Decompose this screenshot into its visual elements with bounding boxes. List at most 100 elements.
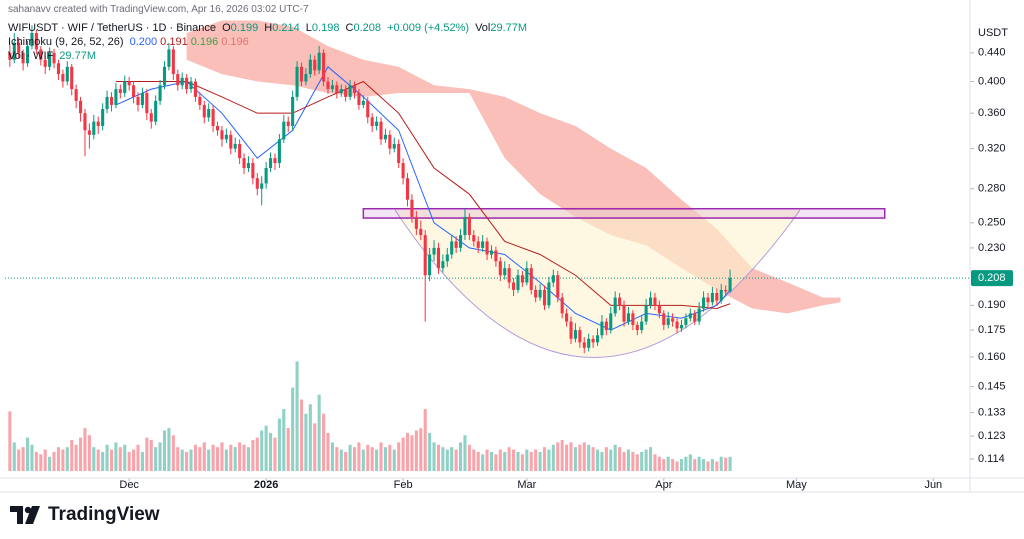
volume-bar [657,456,661,471]
volume-bar [127,451,131,471]
candle-body [322,52,326,82]
volume-bar [534,449,538,471]
volume-bar [118,447,122,471]
candle-body [591,338,595,343]
candle-body [308,59,312,75]
y-tick-label: 0.123 [978,430,1006,442]
candle-body [339,89,343,93]
candle-body [520,275,524,283]
volume-bar [123,444,127,471]
candle-body [286,121,290,126]
candle-body [445,254,449,262]
volume-bar [507,447,511,471]
volume-bar [383,447,387,471]
ohlc-value: 0.198 [311,22,340,34]
volume-bar [326,432,330,471]
candle-body [428,254,432,276]
volume-bar [21,447,25,471]
candle-body [251,163,255,179]
candle-body [547,282,551,306]
candle-body [162,66,167,86]
candle-body [410,199,414,217]
candle-body [352,85,357,93]
volume-bar [525,449,529,471]
candle-body [101,109,105,126]
candle-body [679,324,684,329]
candle-body [618,297,622,306]
volume-bar [70,440,74,471]
volume-bar [706,461,710,471]
volume-bar [114,442,118,471]
candle-body [273,158,277,164]
candle-body [379,121,383,140]
candle-body [370,117,374,126]
volume-bar [547,449,551,471]
volume-bar [405,432,410,471]
volume-bar [251,440,255,471]
ichimoku-value: 0.200 [129,36,158,48]
vol-key: Vol [475,22,491,34]
volume-bar [719,456,723,471]
candle-body [34,33,38,50]
candle-body [565,313,569,322]
volume-bar [436,444,441,471]
candle-body [560,297,564,314]
volume-bar [282,409,286,471]
price-label-box [971,270,1013,287]
candle-body [622,305,626,322]
ichimoku-row: Ichimoku (9, 26, 52, 26) 0.200 0.191 0.196… [8,35,527,49]
currency: USDT [978,27,1008,39]
ichimoku-value: 0.191 [160,36,188,48]
volume-value: 29.77M [59,50,96,62]
candle-body [330,85,334,90]
ichimoku-value: 0.196 [221,36,249,48]
volume-bar [414,430,418,471]
candle-body [109,96,114,105]
volume-bar [273,437,277,471]
candle-body [260,183,264,189]
volume-bar [109,449,114,471]
candle-body [295,66,299,97]
volume-row: Vol · WIF 29.77M [8,49,527,63]
candle-body [684,318,688,325]
volume-bar [503,451,507,471]
y-tick-label: 0.114 [978,453,1005,465]
x-tick-label: May [786,479,807,491]
candle-body [626,313,630,322]
candle-body [569,321,573,339]
volume-bar [264,425,268,471]
candle-body [233,143,237,149]
candle-body [229,134,233,149]
volume-title: Vol · WIF [8,50,54,62]
volume-bar [101,451,105,471]
candle-body [74,89,78,101]
volume-bar [428,432,432,471]
ohlc-key: O [222,22,231,34]
volume-bar [498,449,502,471]
candle-body [578,330,582,343]
volume-bar [392,449,396,471]
candle-body [662,313,666,325]
volume-bar [512,449,516,471]
candle-body [450,241,454,255]
y-tick-label: 0.133 [978,406,1006,418]
candle-body [171,49,175,75]
volume-bar [573,447,577,471]
candle-body [573,330,577,339]
volume-bar [193,444,197,471]
volume-bar [176,447,180,471]
candle-body [472,235,476,242]
volume-bar [74,444,78,471]
candle-body [224,134,228,140]
candle-body [534,289,538,298]
volume-bar [618,447,622,471]
volume-bar [43,449,47,471]
candle-body [70,66,74,90]
volume-bar [556,442,560,471]
volume-bar [330,442,334,471]
volume-bar [344,451,348,471]
y-tick-label: 0.440 [978,47,1006,59]
candle-body [556,275,560,298]
volume-bar [286,428,290,471]
candle-body [401,163,405,179]
